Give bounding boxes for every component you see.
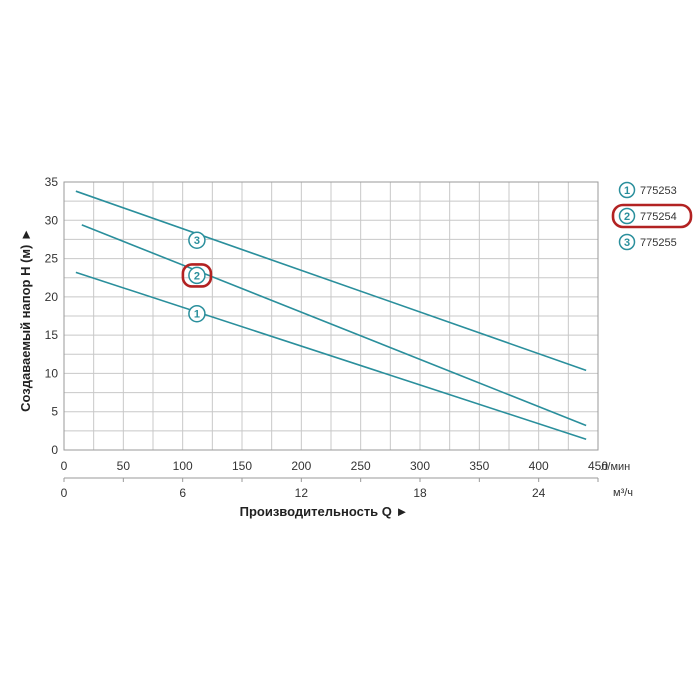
x-tick-label: 0 <box>61 459 68 473</box>
x-tick-label: 450 <box>588 459 608 473</box>
series-marker-3 <box>188 231 206 249</box>
x-unit-label: л/мин <box>601 461 630 473</box>
y-tick-label: 0 <box>51 443 58 457</box>
x-tick-label: 50 <box>117 459 131 473</box>
y-tick-label: 30 <box>45 213 59 227</box>
y-tick-label: 20 <box>45 290 59 304</box>
plot-frame <box>63 181 599 451</box>
x2-tick-label: 6 <box>179 486 186 500</box>
x2-tick-label: 12 <box>295 486 309 500</box>
y-tick-label: 10 <box>45 366 59 380</box>
y-tick-label: 25 <box>45 252 59 266</box>
legend-marker-label: 2 <box>624 211 630 223</box>
series-marker-label: 2 <box>194 270 200 282</box>
series-markers: 1 2 3 <box>181 231 213 323</box>
x-tick-label: 200 <box>291 459 311 473</box>
legend-marker-label: 3 <box>624 237 630 249</box>
y-axis-title: Создаваемый напор H (м) ► <box>18 228 33 412</box>
legend-marker-3 <box>618 233 636 251</box>
y-tick-label: 5 <box>51 405 58 419</box>
series-line-2 <box>81 224 587 427</box>
series-marker-2 <box>188 266 206 285</box>
legend-marker-1 <box>618 181 636 199</box>
y-tick-label: 15 <box>45 328 59 342</box>
x2-unit-label: м³/ч <box>613 487 633 499</box>
legend-entry-name: 775254 <box>640 211 677 223</box>
legend-entry-name: 775255 <box>640 237 677 249</box>
series-line-3 <box>75 190 587 372</box>
legend-highlight-ring <box>611 203 693 229</box>
y-tick-label: 35 <box>45 175 59 189</box>
series-marker-label: 3 <box>194 235 200 247</box>
x-tick-label: 350 <box>469 459 489 473</box>
legend-marker-2 <box>618 207 636 225</box>
x-tick-label: 300 <box>410 459 430 473</box>
series-marker-label: 1 <box>194 309 200 321</box>
legend: 1 775253 2 775254 3 775255 <box>611 181 693 251</box>
series-marker-1 <box>188 304 206 323</box>
x2-tick-label: 18 <box>413 486 427 500</box>
grid <box>63 181 599 451</box>
x-tick-label: 250 <box>351 459 371 473</box>
legend-entry-name: 775253 <box>640 185 677 197</box>
x2-tick-label: 24 <box>532 486 546 500</box>
highlight-ring <box>181 263 213 288</box>
x2-tick-label: 0 <box>61 486 68 500</box>
x-axis-title: Производительность Q ► <box>240 504 409 519</box>
series-lines <box>75 190 587 441</box>
legend-marker-label: 1 <box>624 185 630 197</box>
x-tick-label: 150 <box>232 459 252 473</box>
series-line-1 <box>75 271 587 441</box>
x-tick-label: 400 <box>529 459 549 473</box>
x-tick-label: 100 <box>173 459 193 473</box>
